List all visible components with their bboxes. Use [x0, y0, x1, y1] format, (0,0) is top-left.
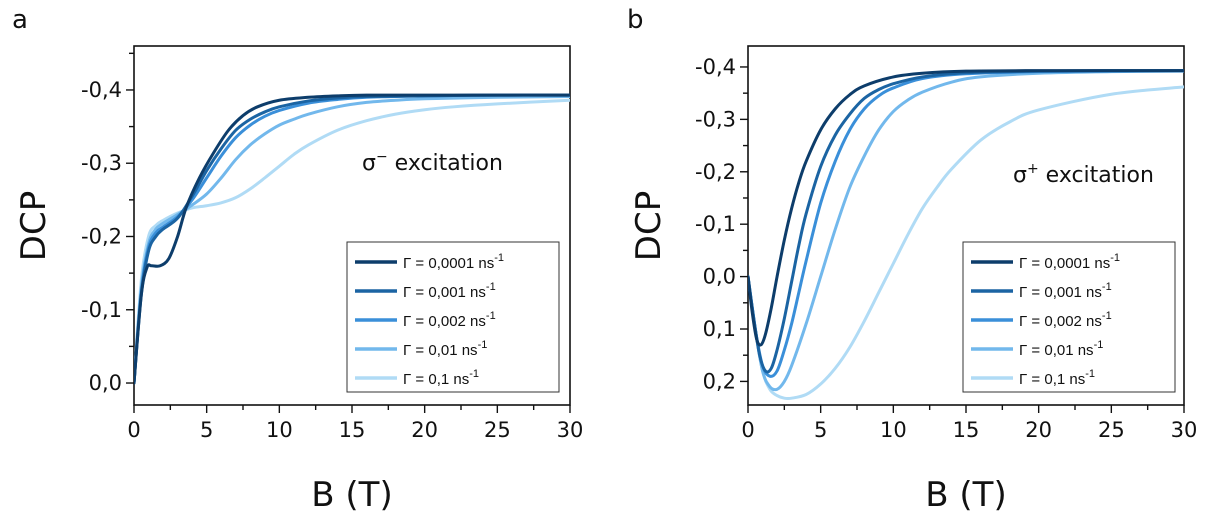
x-tick-label: 5 — [200, 418, 213, 442]
y-tick-label: -0,1 — [81, 298, 122, 322]
y-tick-label: -0,2 — [695, 160, 736, 184]
legend-entry: Γ = 0,1 ns-1 — [1019, 368, 1095, 388]
y-axis-title: DCP — [14, 191, 54, 261]
legend-entry: Γ = 0,001 ns-1 — [1019, 281, 1112, 301]
series-group — [748, 69, 1184, 401]
legend-entry: Γ = 0,0001 ns-1 — [403, 252, 504, 272]
panel-label: b — [627, 5, 644, 35]
x-tick-label: 0 — [127, 418, 140, 442]
x-tick-label: 20 — [411, 418, 438, 442]
legend-entry: Γ = 0,002 ns-1 — [403, 310, 496, 330]
x-tick-label: 10 — [880, 418, 907, 442]
y-tick-label: -0,3 — [695, 107, 736, 131]
legend-entry: Γ = 0,001 ns-1 — [403, 281, 496, 301]
y-tick-label: -0,1 — [695, 212, 736, 236]
panel-b: b 0 5 10 15 20 25 30 0,2 0,1 0,0 -0,1 -0,2 -0,3 -0,4 B … — [627, 5, 1197, 515]
legend-box — [962, 241, 1176, 393]
x-tick-label: 10 — [266, 418, 293, 442]
y-tick-label: -0,2 — [81, 224, 122, 248]
x-tick-label: 25 — [484, 418, 511, 442]
legend-entry: Γ = 0,01 ns-1 — [1019, 339, 1103, 359]
y-tick-label: -0,4 — [695, 55, 736, 79]
series-line — [748, 69, 1184, 392]
series-line — [748, 85, 1184, 401]
x-tick-label: 20 — [1025, 418, 1052, 442]
series-line — [748, 69, 1184, 347]
panel-a: a 0 5 10 15 20 25 30 0,0 -0,1 -0,2 -0,3 -0,4 B (T) DCP… — [12, 5, 583, 515]
x-tick-label: 5 — [814, 418, 827, 442]
y-tick-label: 0,1 — [703, 317, 736, 341]
y-tick-label: -0,4 — [81, 78, 122, 102]
legend-entry: Γ = 0,002 ns-1 — [1019, 310, 1112, 330]
y-tick-label: 0,2 — [703, 369, 736, 393]
legend-entry: Γ = 0,0001 ns-1 — [1019, 252, 1120, 272]
y-tick-label: -0,3 — [81, 151, 122, 175]
x-axis-title: B (T) — [311, 475, 392, 515]
x-tick-label: 0 — [741, 418, 754, 442]
excitation-annotation: σ− excitation — [362, 149, 503, 176]
series-line — [748, 69, 1184, 374]
excitation-annotation: σ+ excitation — [1013, 161, 1154, 188]
series-line — [134, 98, 570, 385]
legend-box — [346, 241, 560, 393]
legend: Γ = 0,0001 ns-1 Γ = 0,001 ns-1 Γ = 0,002 n… — [962, 241, 1176, 393]
series-line — [134, 95, 570, 385]
series-group — [134, 93, 570, 385]
x-tick-label: 30 — [557, 418, 584, 442]
panel-label: a — [12, 5, 28, 35]
y-tick-label: 0,0 — [89, 371, 122, 395]
x-tick-label: 25 — [1098, 418, 1125, 442]
legend-entry: Γ = 0,01 ns-1 — [403, 339, 487, 359]
y-axis-title: DCP — [629, 191, 669, 261]
x-tick-label: 30 — [1171, 418, 1198, 442]
legend-entry: Γ = 0,1 ns-1 — [403, 368, 479, 388]
x-tick-label: 15 — [953, 418, 980, 442]
series-line — [134, 93, 570, 385]
legend: Γ = 0,0001 ns-1 Γ = 0,001 ns-1 Γ = 0,002 n… — [346, 241, 560, 393]
x-axis-title: B (T) — [925, 475, 1006, 515]
y-tick-label: 0,0 — [703, 265, 736, 289]
x-tick-label: 15 — [339, 418, 366, 442]
